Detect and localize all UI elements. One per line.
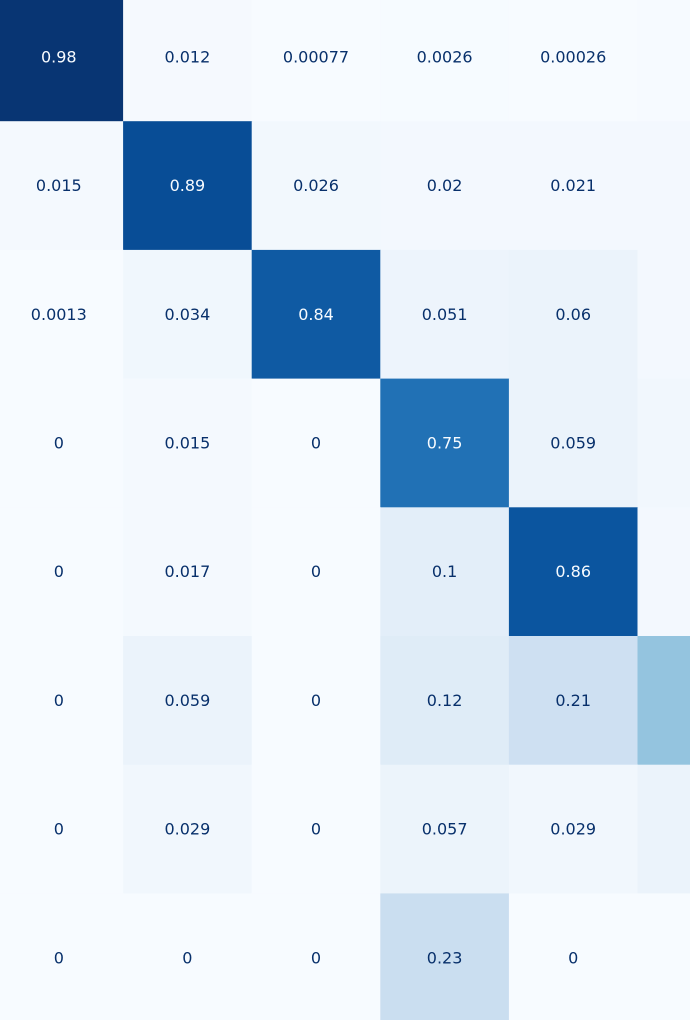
heatmap-cell-r0-c4: [508, 0, 639, 122]
heatmap-cell-label-r0-c4: 0.00026: [540, 47, 606, 66]
heatmap-cell-r3-c3: [380, 378, 510, 508]
heatmap-cell-label-r6-c1: 0.029: [164, 820, 210, 839]
heatmap-cell-r1-c4: [508, 121, 639, 251]
heatmap-cell-r1-c1: [123, 121, 253, 251]
heatmap-cell-r6-c3: [380, 764, 510, 894]
heatmap-cell-label-r3-c1: 0.015: [164, 433, 210, 452]
heatmap-cell-r3-c5: [637, 378, 690, 508]
heatmap-cell-r7-c1: [123, 893, 253, 1020]
heatmap-cell-r2-c2: [251, 249, 381, 380]
heatmap-cell-r1-c5: [637, 121, 690, 251]
heatmap-cell-r0-c2: [251, 0, 381, 122]
heatmap-cell-label-r4-c4: 0.86: [555, 562, 591, 581]
heatmap-cell-r4-c2: [251, 507, 381, 637]
heatmap-cell-r5-c3: [380, 636, 510, 766]
heatmap-cell-r6-c0: [0, 764, 124, 894]
heatmap-cell-label-r5-c3: 0.12: [427, 691, 463, 710]
heatmap-cell-r4-c3: [380, 507, 510, 637]
heatmap-cell-label-r2-c4: 0.06: [555, 305, 591, 324]
heatmap-cell-label-r0-c1: 0.012: [164, 47, 210, 66]
heatmap-cell-label-r0-c3: 0.0026: [417, 47, 473, 66]
heatmap-cell-r0-c0: [0, 0, 124, 122]
heatmap-cell-r7-c5: [637, 893, 690, 1020]
heatmap-cell-r2-c1: [123, 249, 253, 380]
heatmap-cell-label-r5-c2: 0: [311, 691, 321, 710]
heatmap-cell-label-r6-c4: 0.029: [550, 820, 596, 839]
heatmap-cell-r5-c2: [251, 636, 381, 766]
heatmap-cell-label-r5-c0: 0: [54, 691, 64, 710]
heatmap-cell-r7-c2: [251, 893, 381, 1020]
heatmap-cell-r6-c5: [637, 764, 690, 894]
heatmap-cell-label-r1-c0: 0.015: [36, 176, 82, 195]
heatmap-cell-r5-c0: [0, 636, 124, 766]
heatmap-cell-label-r1-c2: 0.026: [293, 176, 339, 195]
heatmap-cell-r0-c5: [637, 0, 690, 122]
heatmap-cell-label-r1-c4: 0.021: [550, 176, 596, 195]
heatmap-cell-r2-c0: [0, 249, 124, 380]
heatmap-cell-label-r4-c1: 0.017: [164, 562, 210, 581]
heatmap-cell-r5-c1: [123, 636, 253, 766]
heatmap-cell-r7-c4: [508, 893, 639, 1020]
heatmap-cell-r2-c3: [380, 249, 510, 380]
heatmap-cell-r4-c1: [123, 507, 253, 637]
heatmap-cell-r6-c2: [251, 764, 381, 894]
heatmap-cell-r7-c3: [380, 893, 510, 1020]
heatmap-cell-label-r4-c3: 0.1: [432, 562, 457, 581]
heatmap-cell-label-r3-c0: 0: [54, 433, 64, 452]
heatmap-cell-label-r2-c0: 0.0013: [31, 305, 87, 324]
heatmap-cell-label-r7-c1: 0: [182, 948, 192, 967]
heatmap-cell-r6-c1: [123, 764, 253, 894]
heatmap-cell-r4-c4: [508, 507, 639, 637]
heatmap-cell-r5-c4: [508, 636, 639, 766]
heatmap-cell-r2-c4: [508, 249, 639, 380]
heatmap-cell-r1-c3: [380, 121, 510, 251]
heatmap-cell-label-r0-c0: 0.98: [41, 47, 77, 66]
heatmap-cell-r0-c1: [123, 0, 253, 122]
heatmap-cell-r3-c4: [508, 378, 639, 508]
heatmap-cell-label-r1-c3: 0.02: [427, 176, 463, 195]
heatmap-cell-label-r2-c3: 0.051: [422, 305, 468, 324]
heatmap-cell-label-r2-c1: 0.034: [164, 305, 210, 324]
heatmap-cell-label-r1-c1: 0.89: [170, 176, 206, 195]
heatmap-cell-r3-c1: [123, 378, 253, 508]
heatmap-cell-label-r6-c3: 0.057: [422, 820, 468, 839]
heatmap-cell-label-r3-c4: 0.059: [550, 433, 596, 452]
heatmap-cell-label-r4-c0: 0: [54, 562, 64, 581]
heatmap-cell-r5-c5: [637, 636, 690, 766]
heatmap-cell-r1-c0: [0, 121, 124, 251]
heatmap-cell-r4-c5: [637, 507, 690, 637]
heatmap-cell-label-r4-c2: 0: [311, 562, 321, 581]
heatmap-cell-label-r3-c2: 0: [311, 433, 321, 452]
heatmap-cell-r4-c0: [0, 507, 124, 637]
heatmap-cell-r7-c0: [0, 893, 124, 1020]
heatmap-cell-label-r0-c2: 0.00077: [283, 47, 349, 66]
heatmap-cell-label-r7-c0: 0: [54, 948, 64, 967]
heatmap-cell-r3-c0: [0, 378, 124, 508]
heatmap-cell-label-r3-c3: 0.75: [427, 433, 463, 452]
heatmap-cell-label-r6-c2: 0: [311, 820, 321, 839]
heatmap-cell-r3-c2: [251, 378, 381, 508]
heatmap-cell-r6-c4: [508, 764, 639, 894]
heatmap-cell-label-r5-c4: 0.21: [555, 691, 591, 710]
heatmap-cell-r0-c3: [380, 0, 510, 122]
heatmap-cell-label-r6-c0: 0: [54, 820, 64, 839]
heatmap-cell-label-r2-c2: 0.84: [298, 305, 334, 324]
heatmap-cell-r2-c5: [637, 249, 690, 380]
heatmap-cell-r1-c2: [251, 121, 381, 251]
heatmap-cell-label-r7-c4: 0: [568, 948, 578, 967]
heatmap-cell-label-r5-c1: 0.059: [164, 691, 210, 710]
heatmap-cell-label-r7-c3: 0.23: [427, 948, 463, 967]
heatmap-cell-label-r7-c2: 0: [311, 948, 321, 967]
